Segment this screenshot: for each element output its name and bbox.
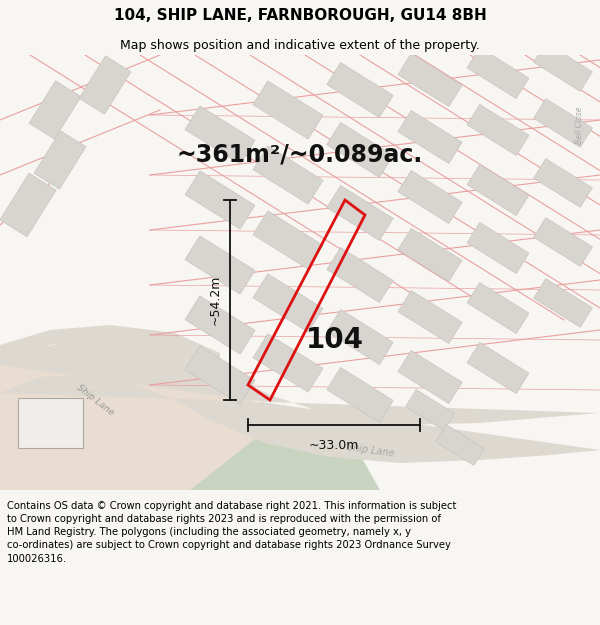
Polygon shape [398,229,462,281]
Polygon shape [398,291,462,344]
Polygon shape [436,424,484,466]
Polygon shape [0,340,600,463]
Polygon shape [0,295,220,370]
Polygon shape [185,106,255,164]
Text: 104: 104 [306,326,364,354]
Text: Bell Close: Bell Close [575,106,584,144]
Polygon shape [327,186,393,241]
Text: 104, SHIP LANE, FARNBOROUGH, GU14 8BH: 104, SHIP LANE, FARNBOROUGH, GU14 8BH [113,8,487,23]
Polygon shape [185,346,255,404]
Polygon shape [185,296,255,354]
Polygon shape [0,340,260,490]
Polygon shape [467,282,529,334]
Polygon shape [327,62,393,118]
Polygon shape [398,111,462,164]
Text: ~361m²/~0.089ac.: ~361m²/~0.089ac. [177,143,423,167]
Polygon shape [533,42,592,91]
Polygon shape [185,171,255,229]
Polygon shape [0,55,600,490]
Polygon shape [253,274,323,332]
Polygon shape [34,131,86,189]
Polygon shape [0,173,56,237]
Polygon shape [533,217,592,266]
Polygon shape [327,248,393,302]
Polygon shape [467,222,529,274]
Polygon shape [327,309,393,364]
Polygon shape [327,368,393,423]
Polygon shape [253,146,323,204]
Polygon shape [398,351,462,404]
Text: Ship Lane: Ship Lane [75,382,115,418]
Text: ~54.2m: ~54.2m [209,275,222,325]
Polygon shape [398,171,462,224]
Text: Contains OS data © Crown copyright and database right 2021. This information is : Contains OS data © Crown copyright and d… [7,501,457,564]
Polygon shape [533,279,592,328]
Polygon shape [253,81,323,139]
Polygon shape [253,211,323,269]
Polygon shape [190,430,380,490]
Polygon shape [467,104,529,156]
Polygon shape [467,48,529,99]
Text: ~33.0m: ~33.0m [309,439,359,452]
Polygon shape [406,389,454,431]
Polygon shape [327,122,393,177]
Polygon shape [29,81,81,139]
Polygon shape [533,99,592,148]
Polygon shape [17,398,83,448]
Text: Map shows position and indicative extent of the property.: Map shows position and indicative extent… [120,39,480,52]
Text: Ship Lane: Ship Lane [346,442,394,458]
Polygon shape [185,236,255,294]
Polygon shape [398,54,462,106]
Polygon shape [253,334,323,392]
Polygon shape [467,342,529,394]
Polygon shape [79,56,131,114]
Polygon shape [533,159,592,208]
Polygon shape [467,164,529,216]
